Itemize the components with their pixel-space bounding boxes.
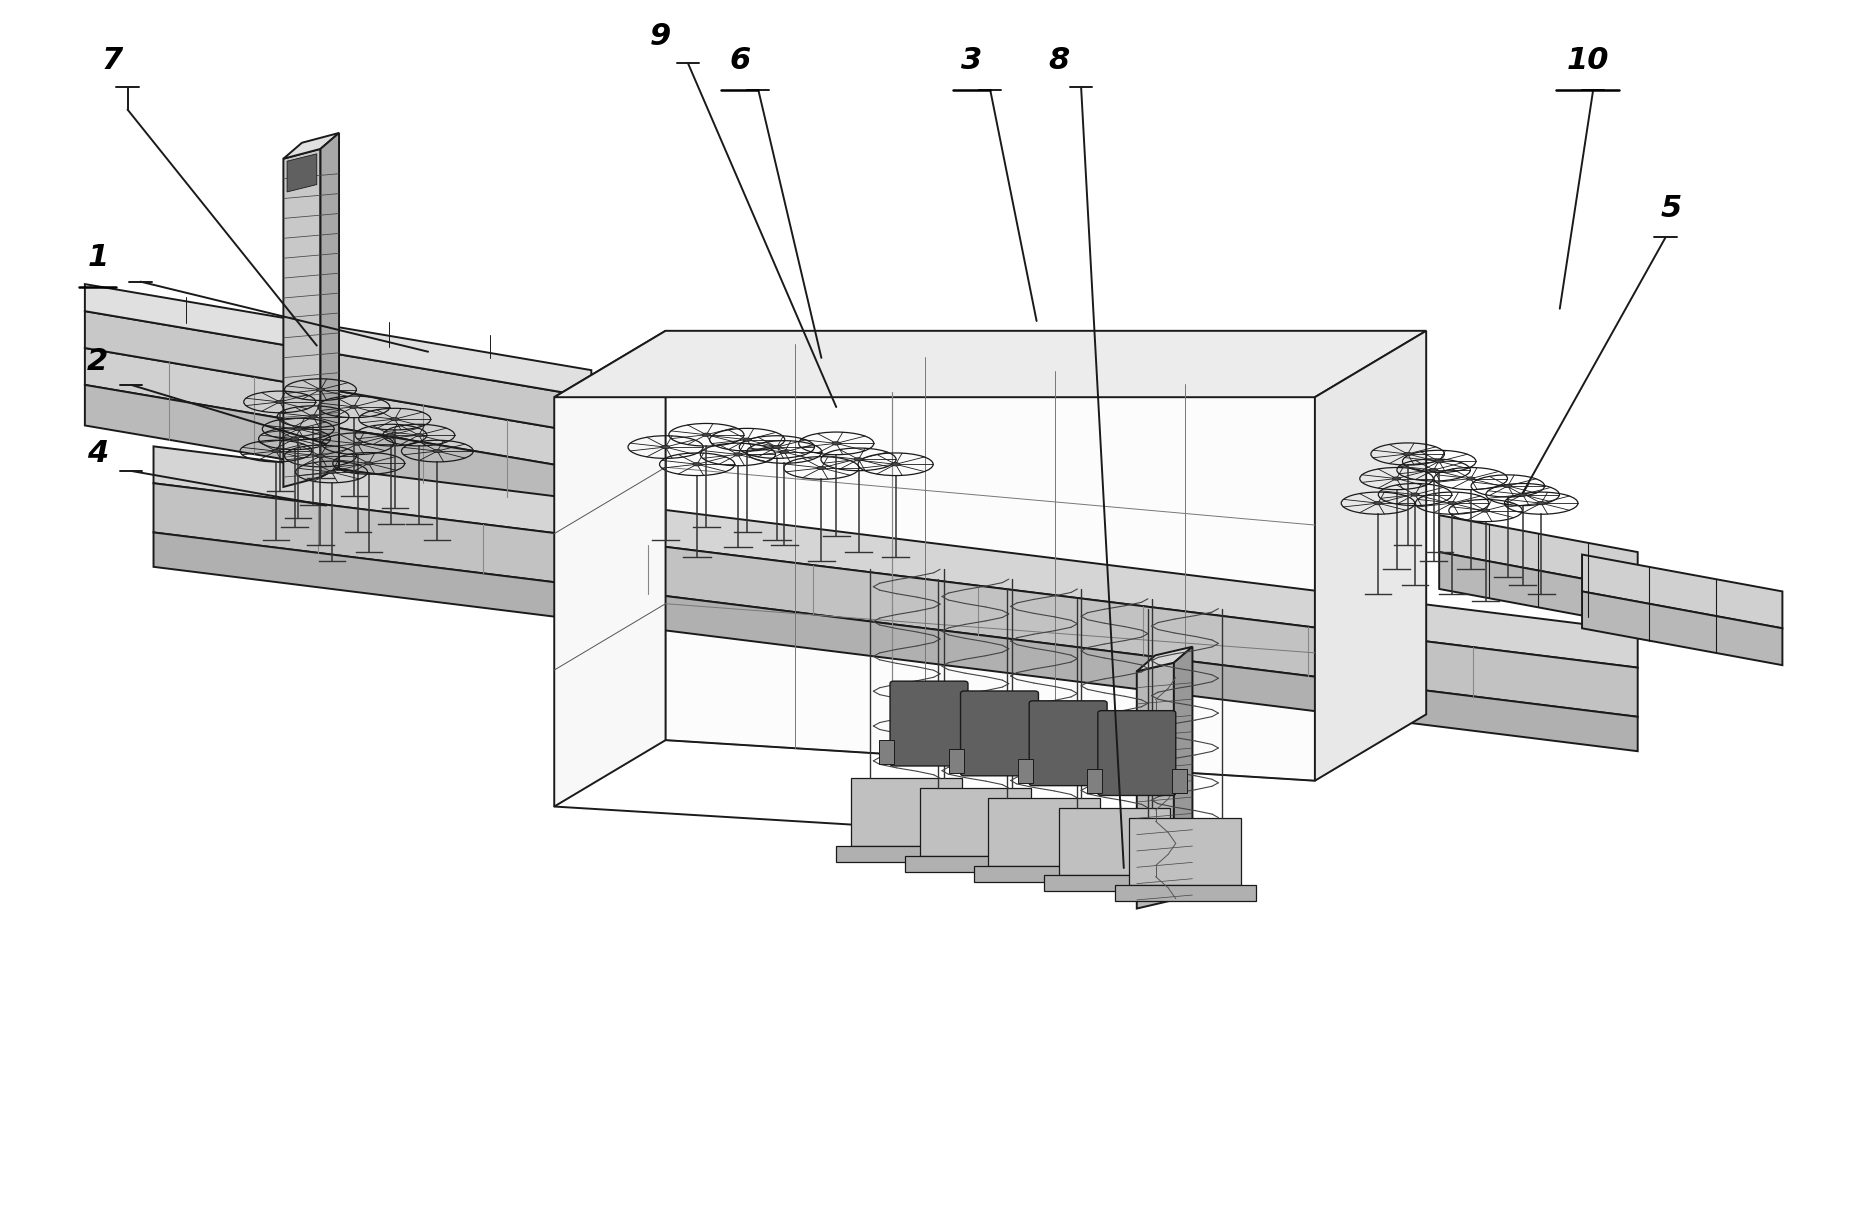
Ellipse shape — [1402, 452, 1411, 456]
Bar — [949, 749, 964, 774]
Polygon shape — [1580, 554, 1781, 628]
Polygon shape — [1315, 331, 1426, 781]
FancyBboxPatch shape — [1097, 711, 1175, 796]
Text: 8: 8 — [1047, 46, 1070, 75]
Text: 10: 10 — [1565, 46, 1608, 75]
Ellipse shape — [1465, 477, 1474, 480]
Ellipse shape — [1517, 493, 1526, 496]
Text: 1: 1 — [87, 243, 108, 272]
Polygon shape — [1136, 647, 1192, 671]
Ellipse shape — [702, 434, 709, 436]
Ellipse shape — [1372, 501, 1382, 505]
Text: 4: 4 — [87, 440, 108, 468]
Ellipse shape — [734, 452, 741, 456]
Polygon shape — [154, 483, 1636, 717]
Polygon shape — [85, 384, 591, 511]
Bar — [1044, 876, 1185, 891]
Bar — [1034, 749, 1049, 774]
Polygon shape — [1439, 515, 1636, 589]
Polygon shape — [284, 133, 338, 159]
Bar — [964, 739, 979, 764]
Ellipse shape — [817, 466, 825, 469]
Ellipse shape — [386, 434, 396, 436]
Polygon shape — [1136, 663, 1174, 908]
Bar — [1086, 769, 1101, 793]
Polygon shape — [1174, 647, 1192, 899]
Ellipse shape — [290, 437, 299, 440]
Bar — [836, 846, 977, 862]
Ellipse shape — [308, 415, 318, 419]
Polygon shape — [154, 532, 1636, 752]
Ellipse shape — [743, 439, 750, 441]
Bar — [1103, 759, 1118, 784]
Bar — [973, 866, 1114, 882]
Bar — [988, 798, 1099, 866]
Bar — [851, 779, 962, 846]
Bar — [904, 856, 1045, 872]
Ellipse shape — [327, 471, 336, 473]
Bar — [919, 788, 1031, 856]
Ellipse shape — [780, 450, 787, 453]
Ellipse shape — [1409, 493, 1419, 496]
Ellipse shape — [1480, 509, 1489, 513]
Ellipse shape — [661, 445, 670, 448]
Text: 3: 3 — [960, 46, 982, 75]
Ellipse shape — [414, 434, 423, 436]
Polygon shape — [85, 347, 591, 471]
Text: 2: 2 — [87, 347, 108, 376]
Ellipse shape — [854, 457, 862, 461]
Ellipse shape — [1502, 484, 1512, 488]
Ellipse shape — [433, 450, 442, 452]
Ellipse shape — [293, 428, 303, 431]
Polygon shape — [288, 154, 316, 192]
Ellipse shape — [364, 462, 373, 464]
Polygon shape — [85, 285, 591, 397]
Ellipse shape — [316, 455, 325, 457]
Ellipse shape — [316, 388, 325, 392]
Text: 5: 5 — [1660, 193, 1681, 223]
Bar — [1058, 808, 1170, 876]
Polygon shape — [85, 312, 591, 434]
FancyBboxPatch shape — [890, 681, 967, 766]
Bar — [1114, 886, 1255, 901]
Ellipse shape — [1391, 477, 1400, 480]
Ellipse shape — [773, 445, 780, 448]
Polygon shape — [284, 149, 319, 487]
Polygon shape — [553, 331, 665, 807]
Ellipse shape — [1447, 501, 1456, 505]
Polygon shape — [1580, 591, 1781, 665]
Bar — [878, 739, 893, 764]
Ellipse shape — [1428, 468, 1437, 472]
Polygon shape — [154, 446, 1636, 668]
Bar — [1018, 759, 1032, 784]
Ellipse shape — [275, 400, 284, 404]
Polygon shape — [553, 331, 1426, 397]
Bar — [1129, 818, 1240, 886]
Text: 6: 6 — [728, 46, 750, 75]
Text: 7: 7 — [102, 46, 123, 75]
Ellipse shape — [390, 418, 399, 421]
Bar — [1172, 769, 1187, 793]
Text: 9: 9 — [648, 21, 670, 51]
Ellipse shape — [891, 462, 899, 466]
Polygon shape — [319, 133, 338, 477]
Ellipse shape — [353, 442, 362, 445]
FancyBboxPatch shape — [1029, 701, 1107, 786]
Polygon shape — [665, 331, 1315, 781]
Ellipse shape — [1536, 501, 1545, 505]
Ellipse shape — [349, 405, 358, 409]
Ellipse shape — [832, 441, 839, 445]
Ellipse shape — [1434, 460, 1443, 463]
FancyBboxPatch shape — [960, 691, 1038, 776]
Ellipse shape — [271, 450, 280, 452]
Ellipse shape — [693, 462, 700, 466]
Polygon shape — [1439, 552, 1636, 626]
